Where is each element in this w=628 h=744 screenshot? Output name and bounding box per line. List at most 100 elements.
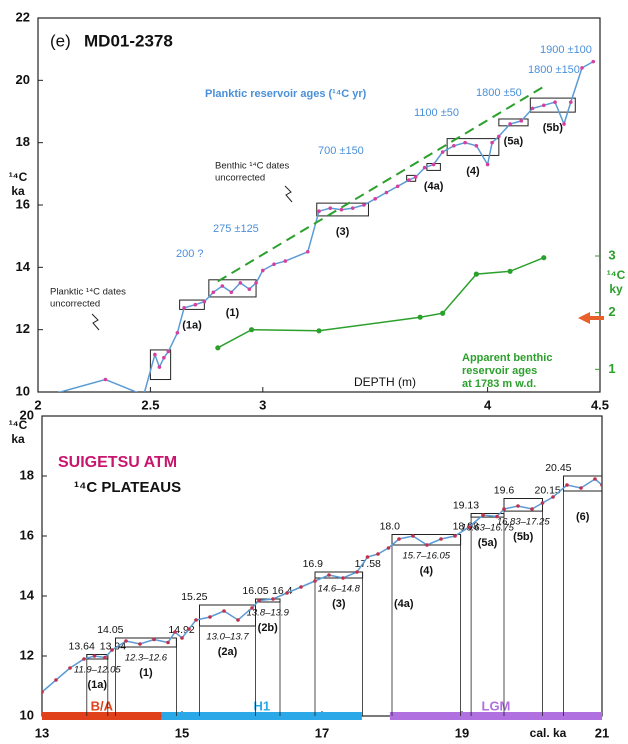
plateau-range: 13.8–13.9 (247, 608, 290, 619)
point (124, 639, 128, 643)
boundary-label: 20.45 (545, 462, 571, 474)
boundary-label: 13.94 (100, 640, 126, 652)
boundary-label: 16.9 (303, 558, 324, 570)
x-tick-label: 4 (484, 397, 492, 412)
annotation: uncorrected (50, 299, 100, 310)
pointer (284, 185, 293, 203)
point (440, 310, 446, 316)
y2-tick-label: 2 (608, 304, 615, 319)
plateau-label: (5b) (513, 531, 534, 543)
period-bar (161, 712, 362, 720)
point (485, 162, 490, 167)
point (411, 534, 415, 538)
plateau-range: 13.0–13.7 (206, 632, 249, 643)
y2-tick-label: 3 (608, 247, 615, 262)
plateau-label: (4) (466, 165, 480, 177)
point (384, 190, 389, 195)
point (551, 495, 555, 499)
plateau-label: (4) (420, 565, 434, 577)
point (474, 143, 479, 148)
plateau-box (149, 349, 172, 381)
point (425, 543, 429, 547)
boundary-label: 16.05 (242, 585, 268, 597)
point (316, 328, 322, 334)
point (110, 648, 114, 652)
point (490, 140, 494, 145)
point (467, 525, 471, 529)
point (580, 66, 584, 70)
plateau-range: 16.63–16.75 (461, 523, 515, 534)
point (152, 637, 156, 642)
x-tick-label: 2 (34, 397, 41, 412)
point (103, 377, 108, 382)
plateau-box (179, 299, 205, 310)
y-tick-label: 12 (16, 321, 30, 336)
y-tick-label: 12 (20, 647, 34, 662)
pointer (91, 313, 100, 331)
point (327, 573, 331, 577)
point (317, 209, 321, 214)
boundary-label: 15.25 (181, 591, 207, 603)
series-line (217, 85, 545, 283)
point (452, 143, 456, 148)
series-line (57, 60, 594, 392)
point (220, 284, 225, 288)
point (350, 206, 355, 210)
point (591, 59, 596, 64)
plateau-label: (1a) (88, 679, 108, 691)
x-axis-label: DEPTH (m) (354, 375, 416, 389)
point (180, 636, 184, 640)
plateau-box (316, 202, 369, 217)
period-label: H1 (253, 698, 270, 713)
point (516, 504, 520, 508)
y-tick-label: 10 (20, 707, 34, 722)
point (138, 642, 142, 646)
annotation: Apparent benthic (462, 352, 552, 364)
point (157, 365, 162, 369)
plateau-label: (3) (336, 226, 350, 238)
plateau-label: (6) (576, 511, 590, 523)
y-tick-label: 22 (16, 9, 30, 24)
boundary-label: 20.15 (535, 484, 561, 496)
point (497, 134, 501, 139)
point (453, 534, 457, 538)
annotation: 1800 ±150 (528, 64, 580, 76)
point (194, 618, 198, 622)
x-tick-label: 15 (175, 725, 189, 740)
point (82, 657, 86, 661)
period-label: LGM (482, 698, 511, 713)
plot-frame (37, 17, 601, 393)
annotation: Planktic ¹⁴C dates (50, 287, 126, 298)
point (508, 122, 512, 126)
plateau-label: (4a) (424, 180, 444, 192)
point (208, 615, 212, 619)
point (439, 537, 443, 541)
plateau-box (208, 279, 257, 298)
y2-tick-label: 1 (608, 361, 615, 376)
point (395, 184, 400, 189)
point (553, 100, 557, 104)
point (236, 618, 240, 622)
point (299, 585, 303, 589)
panel-label: (e) (50, 31, 71, 50)
point (248, 327, 255, 333)
point (92, 654, 97, 658)
y-tick-label: 16 (20, 527, 34, 542)
arrow (578, 312, 604, 324)
point (229, 290, 234, 295)
point (386, 546, 391, 550)
point (530, 507, 534, 511)
annotation: uncorrected (215, 173, 265, 184)
plateau-box (529, 97, 576, 113)
annotation: at 1783 m w.d. (462, 378, 536, 390)
point (285, 591, 289, 595)
point (579, 486, 583, 490)
plateau-range: 14.6–14.8 (318, 584, 361, 595)
point (182, 306, 186, 310)
y-tick-label: 14 (20, 587, 35, 602)
point (283, 259, 288, 263)
x-tick-label: 3 (259, 397, 266, 412)
point (365, 555, 370, 559)
point (271, 597, 275, 601)
